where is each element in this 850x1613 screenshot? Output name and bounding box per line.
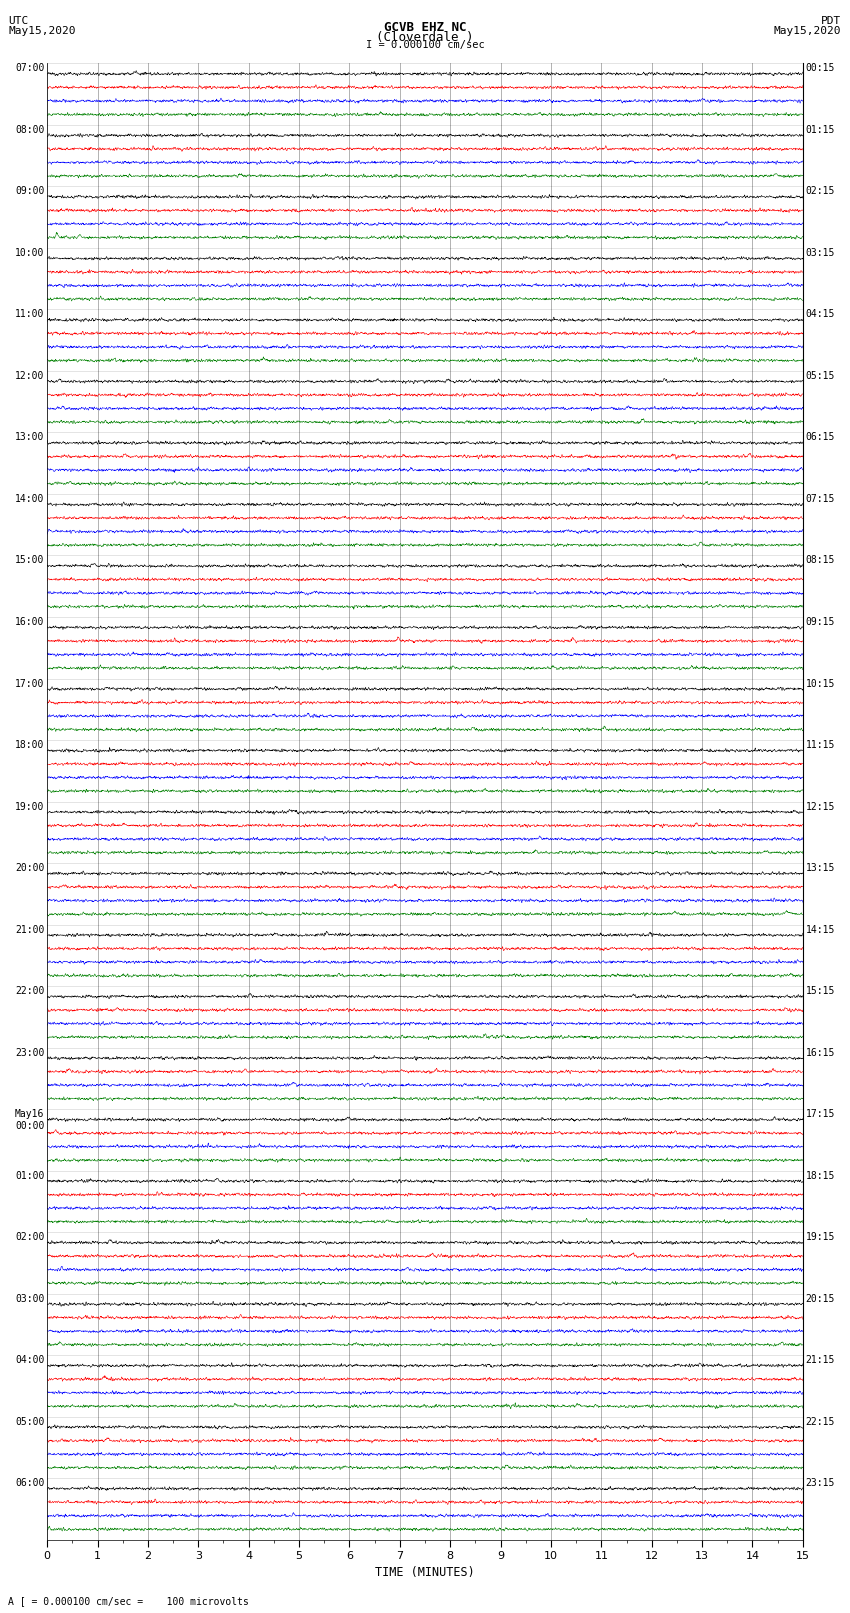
Text: May15,2020: May15,2020 — [774, 26, 842, 35]
Text: PDT: PDT — [821, 16, 842, 26]
X-axis label: TIME (MINUTES): TIME (MINUTES) — [375, 1566, 475, 1579]
Text: A [ = 0.000100 cm/sec =    100 microvolts: A [ = 0.000100 cm/sec = 100 microvolts — [8, 1597, 249, 1607]
Text: May15,2020: May15,2020 — [8, 26, 76, 35]
Text: GCVB EHZ NC: GCVB EHZ NC — [383, 21, 467, 34]
Text: I = 0.000100 cm/sec: I = 0.000100 cm/sec — [366, 40, 484, 50]
Text: (Cloverdale ): (Cloverdale ) — [377, 31, 473, 44]
Text: UTC: UTC — [8, 16, 29, 26]
